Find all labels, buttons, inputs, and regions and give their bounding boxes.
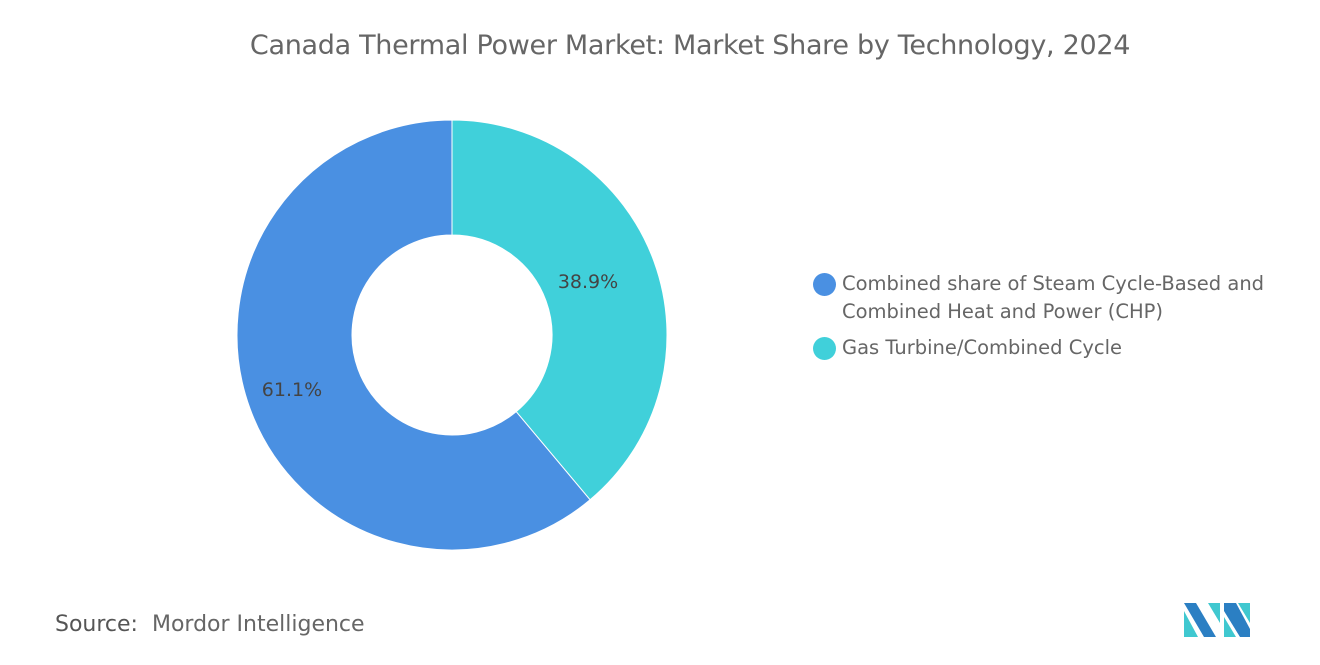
data-label: 38.9%	[558, 271, 618, 293]
donut-chart: 38.9% 61.1%	[236, 119, 668, 551]
legend: Combined share of Steam Cycle-Based and …	[813, 270, 1293, 370]
legend-label: Gas Turbine/Combined Cycle	[842, 336, 1123, 359]
source-value: Mordor Intelligence	[151, 612, 365, 637]
donut-slice-steam-chp	[236, 119, 591, 551]
source-label: Source:	[55, 612, 138, 637]
chart-title: Canada Thermal Power Market: Market Shar…	[249, 30, 1131, 61]
legend-label: Combined share of Steam Cycle-Based and …	[842, 272, 1265, 323]
legend-swatch	[813, 273, 836, 296]
legend-item-gas-turbine: Gas Turbine/Combined Cycle	[813, 334, 1293, 362]
mordor-intelligence-logo	[1184, 603, 1250, 637]
source-note: Source: Mordor Intelligence	[55, 612, 365, 637]
data-label: 61.1%	[262, 379, 322, 401]
legend-swatch	[813, 337, 836, 360]
donut-slice-gas-turbine	[451, 119, 668, 501]
legend-item-steam-chp: Combined share of Steam Cycle-Based and …	[813, 270, 1293, 326]
